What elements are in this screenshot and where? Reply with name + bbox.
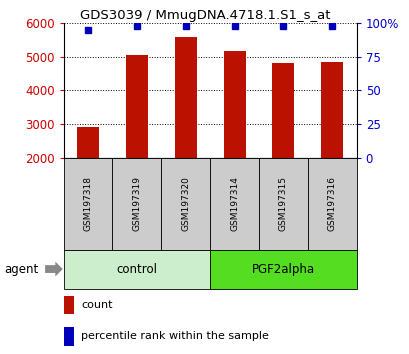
Bar — [272, 63, 294, 158]
Bar — [209, 158, 258, 250]
Bar — [63, 327, 74, 346]
Bar — [63, 296, 74, 314]
Bar — [161, 158, 210, 250]
Bar — [258, 158, 307, 250]
Text: GSM197319: GSM197319 — [132, 176, 141, 231]
Bar — [77, 127, 99, 158]
Bar — [321, 62, 342, 158]
Text: GSM197316: GSM197316 — [327, 176, 336, 231]
Bar — [307, 158, 356, 250]
Text: GSM197320: GSM197320 — [181, 176, 190, 231]
Text: PGF2alpha: PGF2alpha — [251, 263, 314, 275]
Text: count: count — [81, 300, 112, 310]
Text: agent: agent — [4, 263, 38, 275]
Bar — [174, 37, 196, 158]
Bar — [63, 250, 209, 289]
Bar — [112, 158, 161, 250]
Text: control: control — [116, 263, 157, 275]
Text: percentile rank within the sample: percentile rank within the sample — [81, 331, 268, 342]
Text: GSM197315: GSM197315 — [278, 176, 287, 231]
Bar — [126, 55, 148, 158]
Text: GDS3039 / MmugDNA.4718.1.S1_s_at: GDS3039 / MmugDNA.4718.1.S1_s_at — [80, 9, 329, 22]
Bar — [63, 158, 112, 250]
Text: GSM197318: GSM197318 — [83, 176, 92, 231]
Bar — [209, 250, 356, 289]
Text: GSM197314: GSM197314 — [229, 176, 238, 231]
Bar — [223, 51, 245, 158]
